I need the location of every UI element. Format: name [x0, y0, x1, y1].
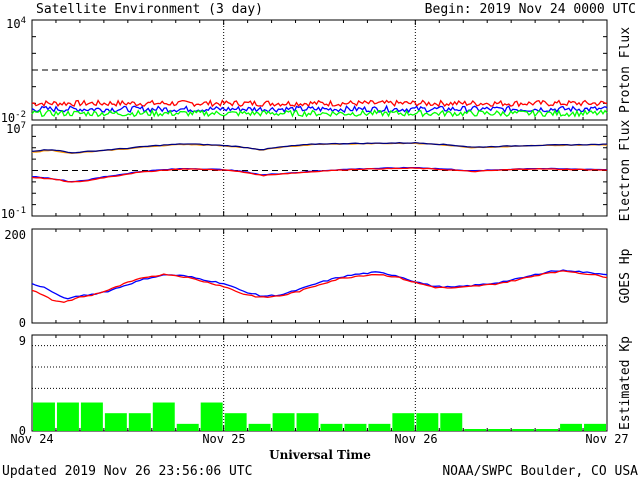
kp-bar	[560, 423, 583, 431]
kp-bar	[224, 413, 247, 431]
updated-time: Updated 2019 Nov 26 23:56:06 UTC	[2, 464, 252, 479]
kp-bar	[248, 423, 271, 431]
series-line-1	[31, 99, 607, 108]
x-tick-nov25: Nov 25	[202, 432, 245, 446]
kp-bar	[56, 402, 79, 431]
panel-frame	[31, 19, 608, 121]
x-tick-nov26: Nov 26	[394, 432, 437, 446]
y-axis-label: Proton Flux	[618, 27, 633, 113]
panel-2: 107 10-1 Electron Flux	[1, 119, 633, 221]
kp-bar	[320, 423, 343, 431]
y-tick-label: 0	[19, 316, 26, 330]
kp-bar	[464, 429, 487, 431]
x-axis-label: Universal Time	[269, 448, 371, 462]
series-line-2	[31, 141, 607, 154]
y-tick-label: 107	[6, 121, 26, 136]
y-tick-label: 0	[19, 424, 26, 438]
y-tick-label: 10-1	[1, 206, 26, 221]
y-tick-label: 104	[6, 16, 26, 31]
kp-bar	[200, 402, 223, 431]
chart-title: Satellite Environment (3 day)	[36, 2, 263, 17]
series-line-3	[31, 108, 608, 118]
kp-bar	[512, 429, 535, 431]
panels-group: 104 10-2 Proton Flux 107 10-1 Electron Flux 20…	[1, 16, 633, 438]
kp-bar	[104, 413, 127, 431]
kp-bar	[368, 423, 391, 431]
credit: NOAA/SWPC Boulder, CO USA	[442, 464, 638, 479]
y-axis-label: Estimated Kp	[618, 336, 633, 430]
kp-bar	[152, 402, 175, 431]
y-tick-label: 10-2	[1, 110, 26, 125]
panel-4: 9 0 Estimated Kp	[19, 334, 633, 438]
kp-bar	[272, 413, 295, 431]
panel-frame	[31, 228, 608, 324]
y-axis-label: GOES Hp	[618, 248, 633, 303]
kp-bar	[416, 413, 439, 431]
kp-bar	[440, 413, 463, 431]
kp-bar	[392, 413, 415, 431]
kp-bar	[33, 402, 55, 431]
y-tick-label: 200	[4, 228, 26, 242]
kp-bar	[488, 429, 511, 431]
panel-3: 200 0 GOES Hp	[4, 228, 633, 330]
series-line-2	[31, 270, 608, 303]
kp-bar	[344, 423, 367, 431]
series-line-4	[31, 167, 608, 183]
y-tick-label: 9	[19, 334, 26, 348]
kp-bar	[296, 413, 319, 431]
panel-1: 104 10-2 Proton Flux	[1, 16, 633, 125]
y-axis-label: Electron Flux	[618, 119, 633, 221]
kp-bar	[80, 402, 103, 431]
kp-bar	[536, 429, 559, 431]
begin-time: Begin: 2019 Nov 24 0000 UTC	[425, 2, 636, 17]
kp-bar	[176, 423, 199, 431]
x-tick-nov27: Nov 27	[585, 432, 628, 446]
kp-bar	[584, 423, 606, 431]
x-tick-nov24: Nov 24	[10, 432, 53, 446]
kp-bar	[128, 413, 151, 431]
